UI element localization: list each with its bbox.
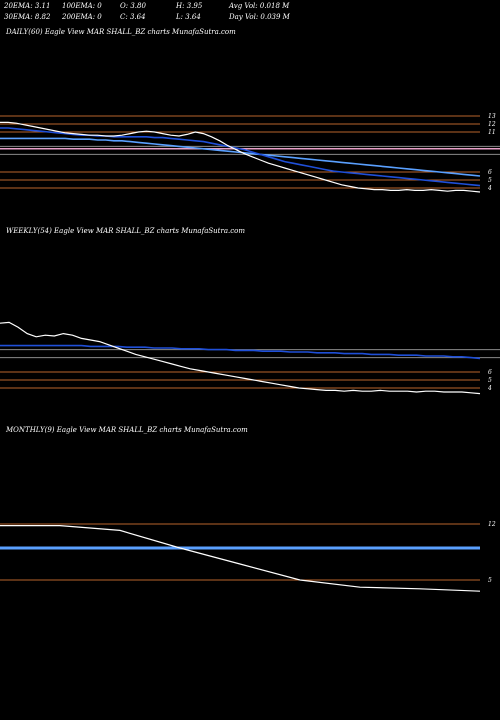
monthly-tick-label-1: 5 — [488, 577, 492, 584]
weekly-tick-label-1: 5 — [488, 377, 492, 384]
weekly-series-line-1 — [0, 344, 481, 360]
header-200ema: 200EMA: 0 — [62, 13, 102, 21]
weekly-tick-label-2: 4 — [487, 385, 492, 392]
monthly-tick-label-0: 12 — [488, 521, 496, 528]
daily-tick-label-2: 11 — [488, 129, 496, 136]
header-high: H: 3.95 — [176, 2, 203, 10]
weekly-chart: 654 — [0, 321, 500, 395]
header-low: L: 3.64 — [176, 13, 201, 21]
header-30ema: 30EMA: 8.82 — [4, 13, 51, 21]
header-20ema: 20EMA: 3.11 — [4, 2, 51, 10]
daily-tick-label-5: 4 — [487, 185, 492, 192]
daily-series-line-0 — [0, 121, 481, 193]
daily-tick-label-4: 5 — [488, 177, 492, 184]
header-close: C: 3.64 — [120, 13, 146, 21]
daily-chart-title: DAILY(60) Eagle View MAR SHALL_BZ charts… — [6, 28, 236, 36]
monthly-series-line-0 — [0, 525, 481, 592]
header-day-vol: Day Vol: 0.039 M — [229, 13, 290, 21]
daily-tick-label-1: 12 — [488, 121, 496, 128]
weekly-chart-title: WEEKLY(54) Eagle View MAR SHALL_BZ chart… — [6, 227, 245, 235]
header-open: O: 3.80 — [120, 2, 146, 10]
monthly-chart-title: MONTHLY(9) Eagle View MAR SHALL_BZ chart… — [6, 426, 248, 434]
daily-tick-label-0: 13 — [488, 113, 496, 120]
weekly-series-line-0 — [0, 321, 481, 395]
monthly-chart: 12 5 — [0, 521, 496, 592]
header-100ema: 100EMA: 0 — [62, 2, 102, 10]
header-avg-vol: Avg Vol: 0.018 M — [229, 2, 290, 10]
daily-series-line-1 — [0, 127, 481, 187]
daily-tick-label-3: 6 — [488, 169, 492, 176]
weekly-tick-label-0: 6 — [488, 369, 492, 376]
daily-series-line-2 — [0, 137, 481, 177]
